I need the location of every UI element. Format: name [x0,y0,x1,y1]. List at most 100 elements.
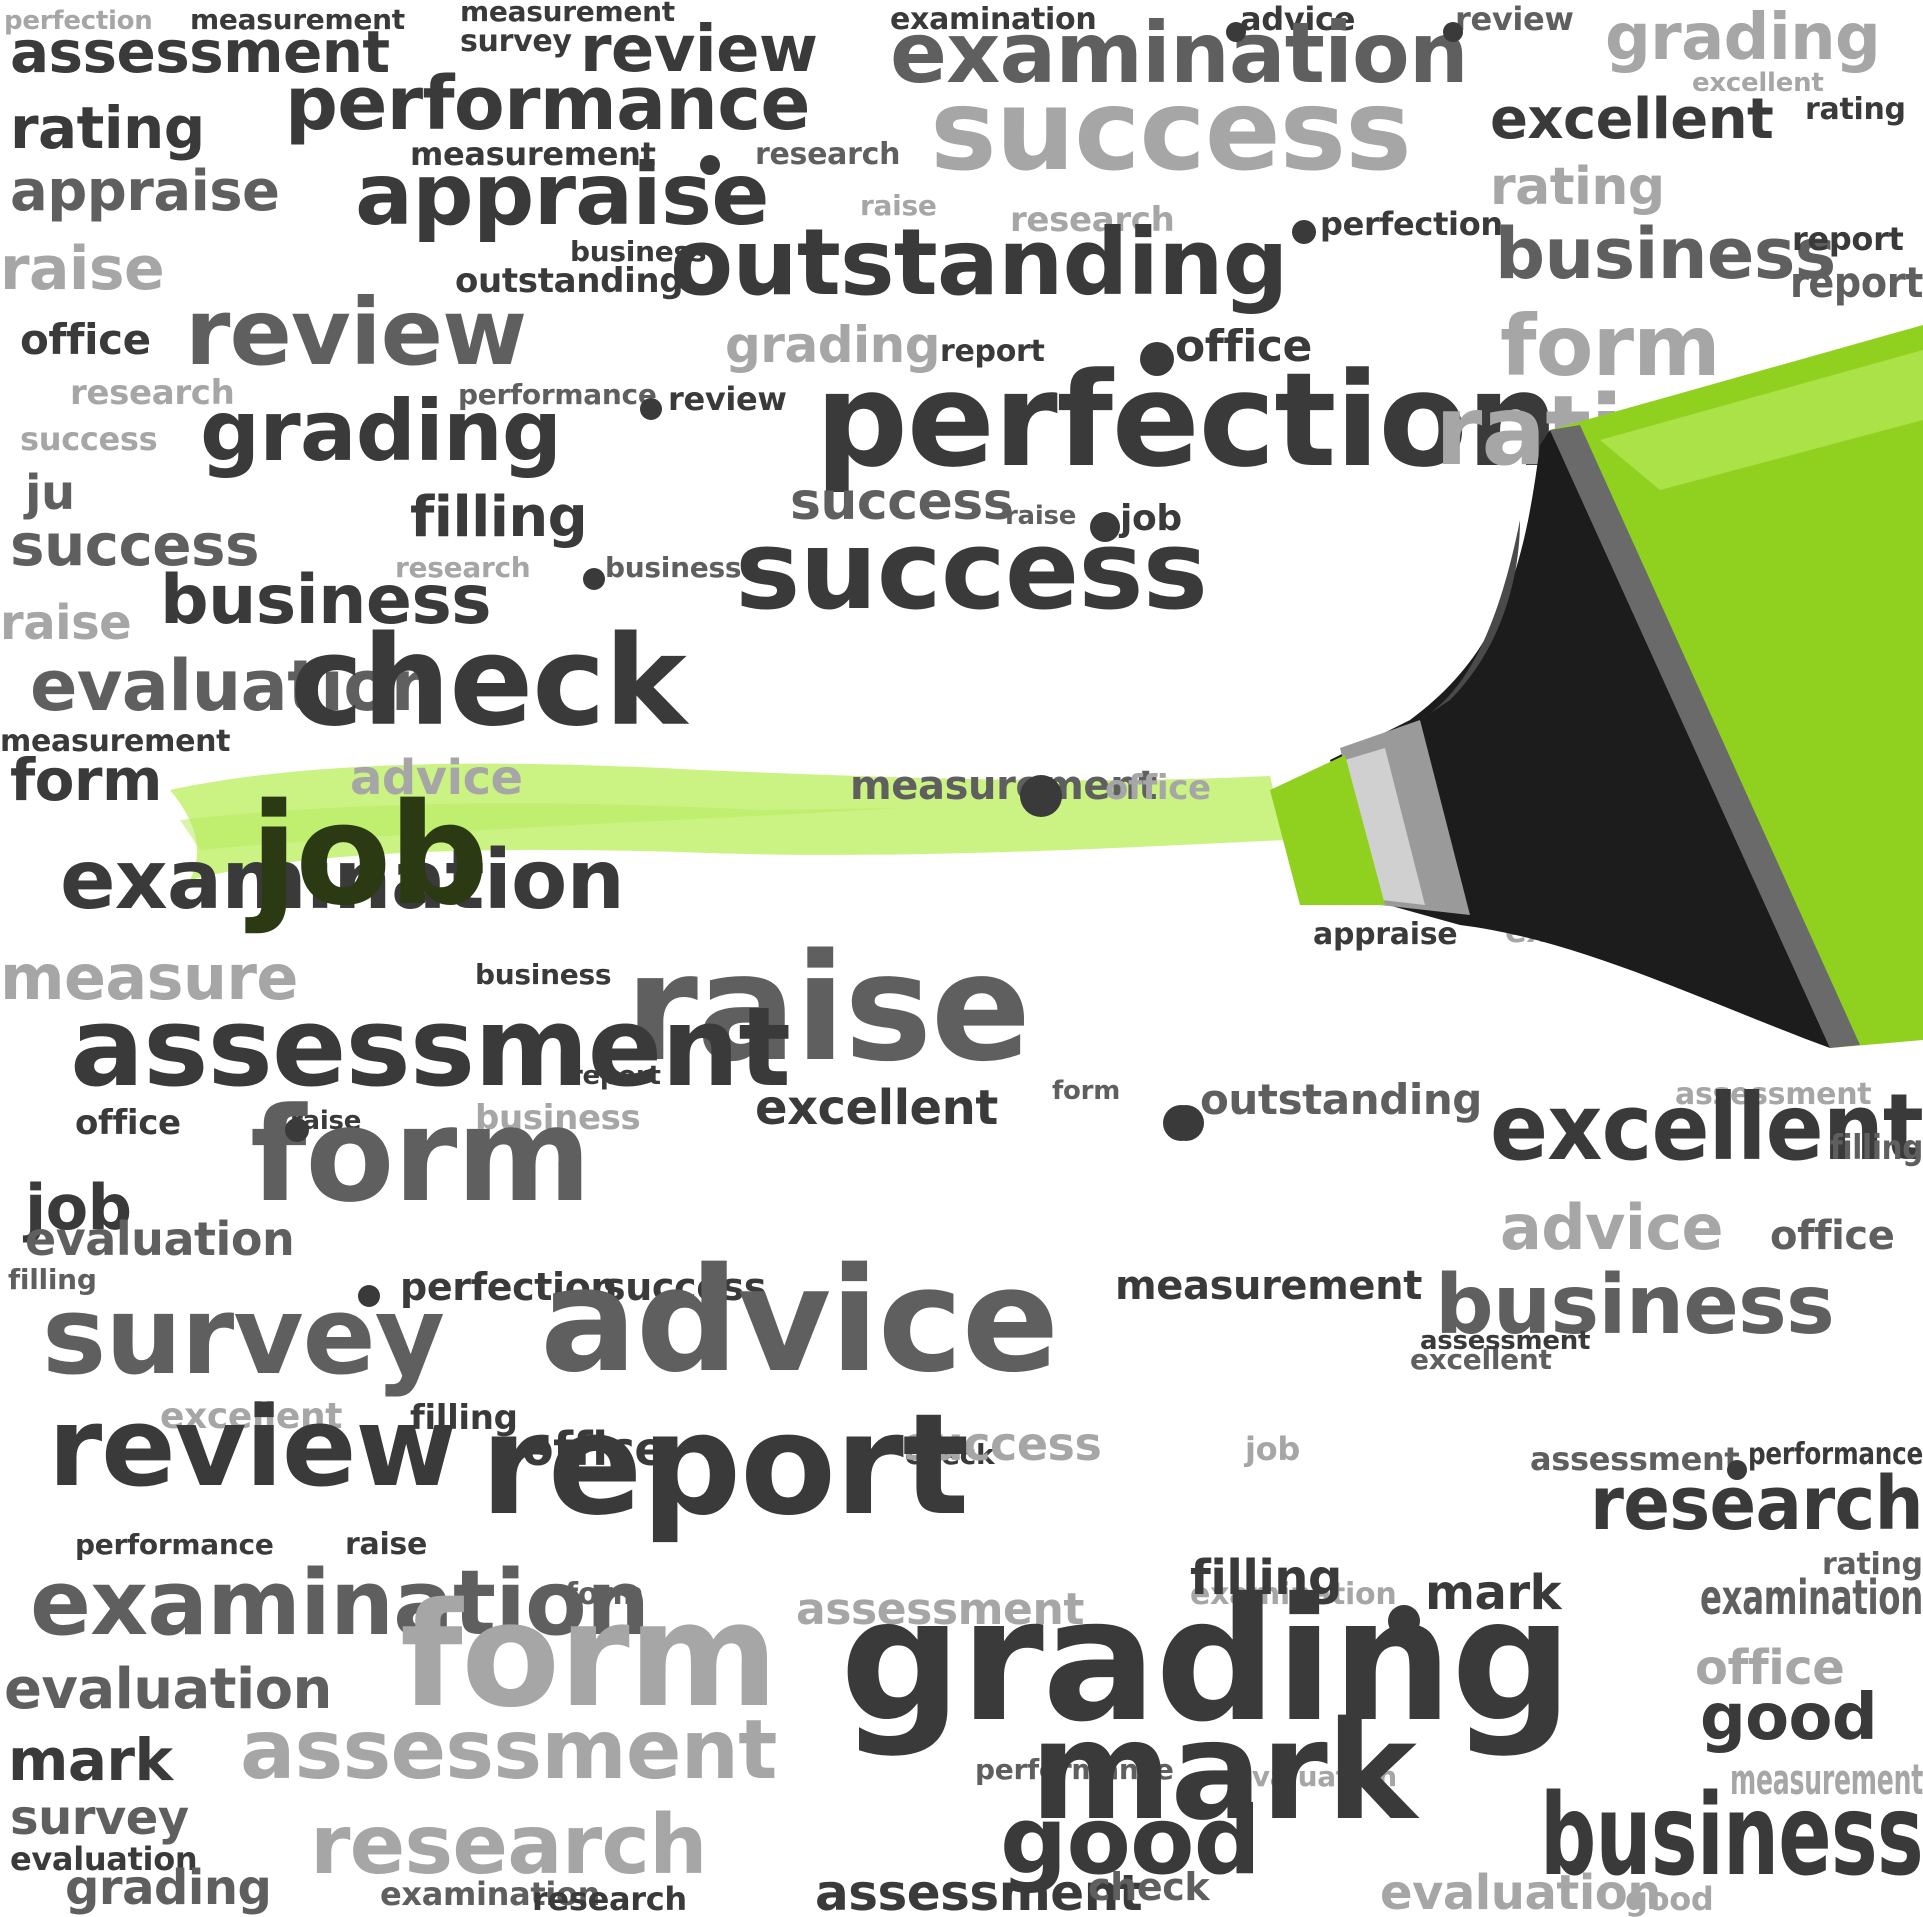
bullet-dot [1163,1105,1199,1141]
cloud-word: ju [25,465,75,522]
bullet-dot [358,1285,380,1307]
cloud-word: form [565,1576,644,1612]
cloud-word: perfection [815,343,1559,496]
cloud-word: job [1245,1429,1300,1468]
cloud-word: measure [0,941,298,1015]
cloud-word: raise [1005,500,1077,531]
cloud-word: grading [840,1561,1573,1760]
cloud-word: check [905,1438,995,1472]
cloud-word: appraise [10,159,280,225]
cloud-word: business [605,551,742,585]
cloud-word: measurement [190,3,405,37]
cloud-word: performance [75,1528,274,1562]
cloud-word: perfection [4,5,153,36]
cloud-word: measurement [460,0,675,29]
cloud-word: form [1052,1075,1121,1106]
cloud-word: examination [1700,1570,1923,1627]
cloud-word: research [1590,1461,1923,1548]
cloud-word: mark [8,1725,173,1794]
cloud-word: advice [1240,0,1356,38]
cloud-word: office [1770,1213,1895,1259]
cloud-word: business [1540,1770,1923,1901]
cloud-word: assessment [815,1863,1143,1917]
cloud-word: examination [890,1,1097,37]
cloud-word: rating [1490,156,1665,217]
cloud-word: success [930,65,1412,196]
cloud-word: evaluation [30,644,440,727]
cloud-word: report [480,1384,969,1547]
cloud-word: examination [30,1550,650,1656]
cloud-word: success [10,510,259,579]
cloud-word: filling [410,485,588,551]
cloud-word: evaluation [10,1839,198,1878]
cloud-word: office [75,1103,181,1144]
cloud-word: form [1500,296,1721,395]
cloud-word: advice [540,1235,1059,1404]
bullet-dot [583,568,605,590]
cloud-word: raise [0,595,132,652]
cloud-word: excellent [755,1080,998,1137]
cloud-word: raise [345,1526,428,1562]
cloud-word: grading [65,1860,272,1917]
cloud-word: assessment [796,1583,1084,1635]
cloud-word: review [580,12,818,87]
cloud-word: success [20,419,158,458]
cloud-word: raise [0,234,165,304]
cloud-word: evaluation [1380,1865,1661,1917]
cloud-word: raise [860,189,937,223]
cloud-word: advice [350,750,523,807]
cloud-word: office [1105,768,1211,809]
cloud-word: evaluation [1233,1760,1397,1794]
bullet-dot [640,398,662,420]
cloud-word: research [532,1879,687,1917]
cloud-word: rating [1805,91,1906,127]
cloud-word: excellent [1490,87,1774,153]
cloud-word: measurement [410,134,656,173]
bullet-dot [1292,220,1316,244]
cloud-word: appraise [1313,916,1458,952]
cloud-word: grading [725,315,941,374]
cloud-word: examination [1190,1576,1397,1612]
cloud-word: examination [890,3,1469,102]
highlighted-word: job [250,774,489,937]
cloud-word: rating [10,93,205,162]
cloud-word: assessment [1420,1325,1591,1356]
bullet-dot [1226,22,1246,42]
cloud-word: form [250,1078,592,1231]
cloud-word: measurement [850,763,1157,809]
cloud-word: evaluation [4,1657,332,1723]
cloud-word: performance [1748,1436,1923,1472]
cloud-word: business [570,235,707,269]
cloud-word: assessment [70,982,791,1111]
cloud-word: research [395,551,531,585]
cloud-word: research [1010,200,1175,241]
cloud-word: examination [60,833,625,929]
cloud-word: mark [1425,1565,1562,1622]
cloud-word: business [1435,1258,1835,1354]
cloud-word: success [603,1264,767,1309]
cloud-word: filling [1830,1128,1923,1169]
cloud-word: report [1790,258,1923,308]
cloud-word: assessment [240,1703,777,1799]
cloud-word: office [1175,320,1312,372]
cloud-word: good [1000,1787,1261,1897]
cloud-word: report [940,333,1045,369]
cloud-word: office [20,315,151,365]
bullet-dot [700,155,720,175]
cloud-word: business [1495,212,1836,295]
cloud-word: report [570,1060,661,1091]
cloud-word: job [25,1171,132,1245]
cloud-word: review [668,379,787,418]
cloud-word: review [1455,0,1574,38]
cloud-word: perfection [400,1264,618,1309]
cloud-word: office [1695,1640,1845,1697]
cloud-word: check [1088,1864,1210,1909]
cloud-word: measurement [1115,1263,1422,1309]
cloud-word: excellent [1410,1343,1552,1377]
cloud-word: performance [975,1753,1174,1787]
cloud-word: business [160,561,492,641]
cloud-word: outstanding [1200,1075,1482,1125]
